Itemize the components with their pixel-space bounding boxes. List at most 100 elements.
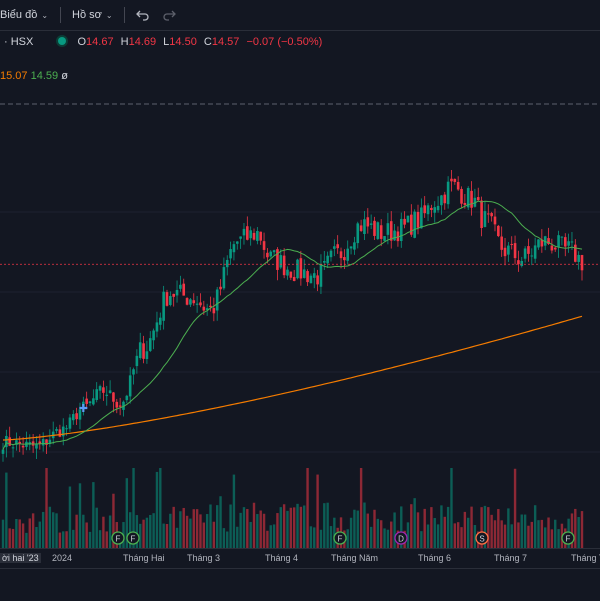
candle-body <box>493 216 497 225</box>
candle-body <box>229 249 232 259</box>
low-label: L <box>163 36 170 48</box>
candle-body <box>389 221 393 241</box>
candle-body <box>527 246 530 254</box>
close-value: 14.57 <box>211 36 240 48</box>
time-tick: Tháng 3 <box>187 553 221 563</box>
candle-body <box>125 395 129 401</box>
volume-bar <box>436 524 440 548</box>
candle-body <box>530 255 534 257</box>
candle-body <box>473 197 477 207</box>
volume-bar <box>105 531 108 548</box>
undo-button[interactable] <box>136 6 150 24</box>
volume-bar <box>400 506 403 548</box>
candle-body <box>486 213 490 215</box>
volume-bar <box>366 513 370 548</box>
volume-bar <box>570 513 574 548</box>
volume-bar <box>282 504 286 548</box>
candle-body <box>286 269 289 276</box>
redo-button[interactable] <box>162 6 176 24</box>
volume-bar <box>456 522 460 548</box>
candle-body <box>212 308 216 314</box>
time-tick: Tháng Năm <box>331 553 379 563</box>
candle-body <box>376 222 380 239</box>
volume-bar <box>175 527 179 548</box>
candle-body <box>413 211 416 238</box>
volume-bar <box>259 510 262 548</box>
moving-average-legend[interactable]: 15.07 14.59 ø <box>0 69 68 83</box>
event-marker-earnings[interactable]: D <box>394 531 408 545</box>
candlesticks <box>1 169 584 462</box>
volume-bar <box>229 504 232 548</box>
volume-bar <box>5 472 8 548</box>
volume-bar <box>497 509 500 548</box>
volume-bar <box>373 509 376 548</box>
profile-menu-label: Hồ sơ <box>72 9 102 21</box>
volume-bar <box>38 521 42 548</box>
low-value: 14.50 <box>169 36 197 48</box>
profile-menu-button[interactable]: Hồ sơ ⌄ <box>72 6 113 24</box>
candle-body <box>363 219 366 235</box>
market-status-icon <box>58 37 67 45</box>
time-axis[interactable]: ời hai '23 2024 Tháng Hai Tháng 3 Tháng … <box>0 548 600 569</box>
candle-body <box>279 255 283 268</box>
open-value: 14.67 <box>86 36 114 48</box>
event-marker-split[interactable]: S <box>475 531 489 545</box>
candle-body <box>480 200 483 228</box>
volume-bar <box>45 468 48 548</box>
candle-body <box>78 409 82 420</box>
event-marker-dividend[interactable]: F <box>333 531 347 545</box>
ma-fast-value: 14.59 <box>30 70 59 82</box>
candle-body <box>135 355 139 367</box>
volume-bar <box>279 507 282 548</box>
candle-body <box>68 417 72 429</box>
candle-body <box>553 247 557 250</box>
candle-body <box>386 223 390 235</box>
candle-body <box>95 389 99 400</box>
candle-body <box>483 211 487 227</box>
redo-icon <box>163 10 176 21</box>
volume-bar <box>162 523 165 548</box>
volume-bar <box>433 518 436 548</box>
volume-bar <box>517 522 520 548</box>
candle-body <box>235 241 239 244</box>
candle-body <box>185 298 189 305</box>
candle-body <box>55 429 58 431</box>
volume-bar <box>326 502 329 548</box>
volume-bar <box>369 526 373 548</box>
volume-bar <box>467 517 470 548</box>
candle-body <box>222 267 226 289</box>
volume-bar <box>513 468 517 548</box>
chart-menu-label: Biểu đồ <box>0 9 38 21</box>
event-marker-letter: F <box>131 535 136 544</box>
volume-bar <box>165 524 169 548</box>
candle-body <box>343 257 346 261</box>
volume-bar <box>316 474 319 548</box>
volume-bar <box>41 511 45 548</box>
ma-slow-value: 15.07 <box>0 70 28 82</box>
volume-bar <box>139 523 142 548</box>
candle-body <box>192 300 196 304</box>
candle-body <box>195 303 199 305</box>
volume-bar <box>232 474 236 548</box>
chart-menu-button[interactable]: Biểu đồ ⌄ <box>0 6 48 24</box>
hide-indicator-icon[interactable]: ø <box>61 70 68 82</box>
candle-body <box>436 205 440 211</box>
candle-body <box>322 261 326 263</box>
event-marker-dividend[interactable]: F <box>111 531 125 545</box>
candle-body <box>45 439 48 445</box>
event-marker-dividend[interactable]: F <box>126 531 140 545</box>
volume-bar <box>423 508 426 548</box>
volume-bar <box>443 516 446 548</box>
candle-body <box>225 259 229 268</box>
candle-body <box>399 218 403 242</box>
candle-body <box>115 401 119 408</box>
candle-body <box>249 230 252 239</box>
event-marker-dividend[interactable]: F <box>561 531 575 545</box>
event-marker-circle <box>111 531 125 545</box>
candle-body <box>523 248 527 259</box>
candle-body <box>18 441 22 444</box>
volume-bar <box>530 521 533 548</box>
candle-body <box>11 447 15 449</box>
candle-body <box>476 197 480 201</box>
